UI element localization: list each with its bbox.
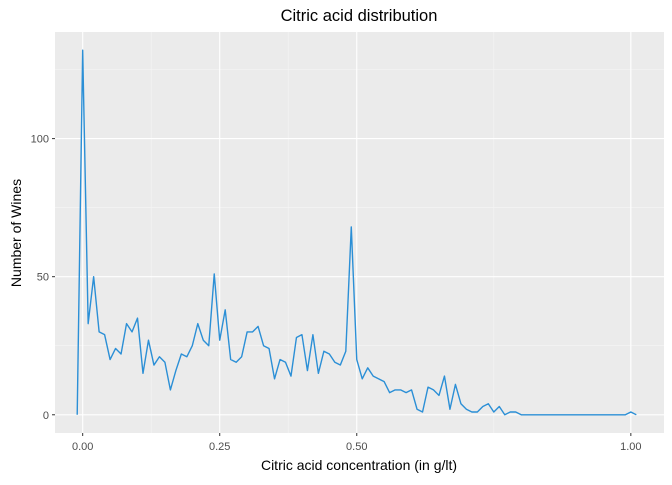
- x-tick-label: 0.50: [346, 441, 367, 453]
- tick-labels: 0.00 0.25 0.50 1.00 0 50 100: [31, 134, 642, 453]
- series-line: [76, 49, 637, 416]
- x-tick-label: 0.25: [209, 441, 230, 453]
- y-tick-label: 50: [37, 272, 49, 284]
- series-layer: [76, 49, 637, 416]
- x-axis-label: Citric acid concentration (in g/lt): [261, 457, 457, 473]
- plot-panel: [55, 32, 664, 433]
- chart-title: Citric acid distribution: [281, 7, 438, 25]
- y-tick-label: 100: [31, 134, 49, 146]
- y-tick-label: 0: [43, 410, 49, 422]
- minor-gridlines: [55, 32, 664, 433]
- major-gridlines: [55, 32, 664, 433]
- y-axis-label: Number of Wines: [8, 179, 24, 287]
- x-tick-label: 1.00: [620, 441, 641, 453]
- axis-ticks: [52, 138, 632, 436]
- x-tick-label: 0.00: [72, 441, 93, 453]
